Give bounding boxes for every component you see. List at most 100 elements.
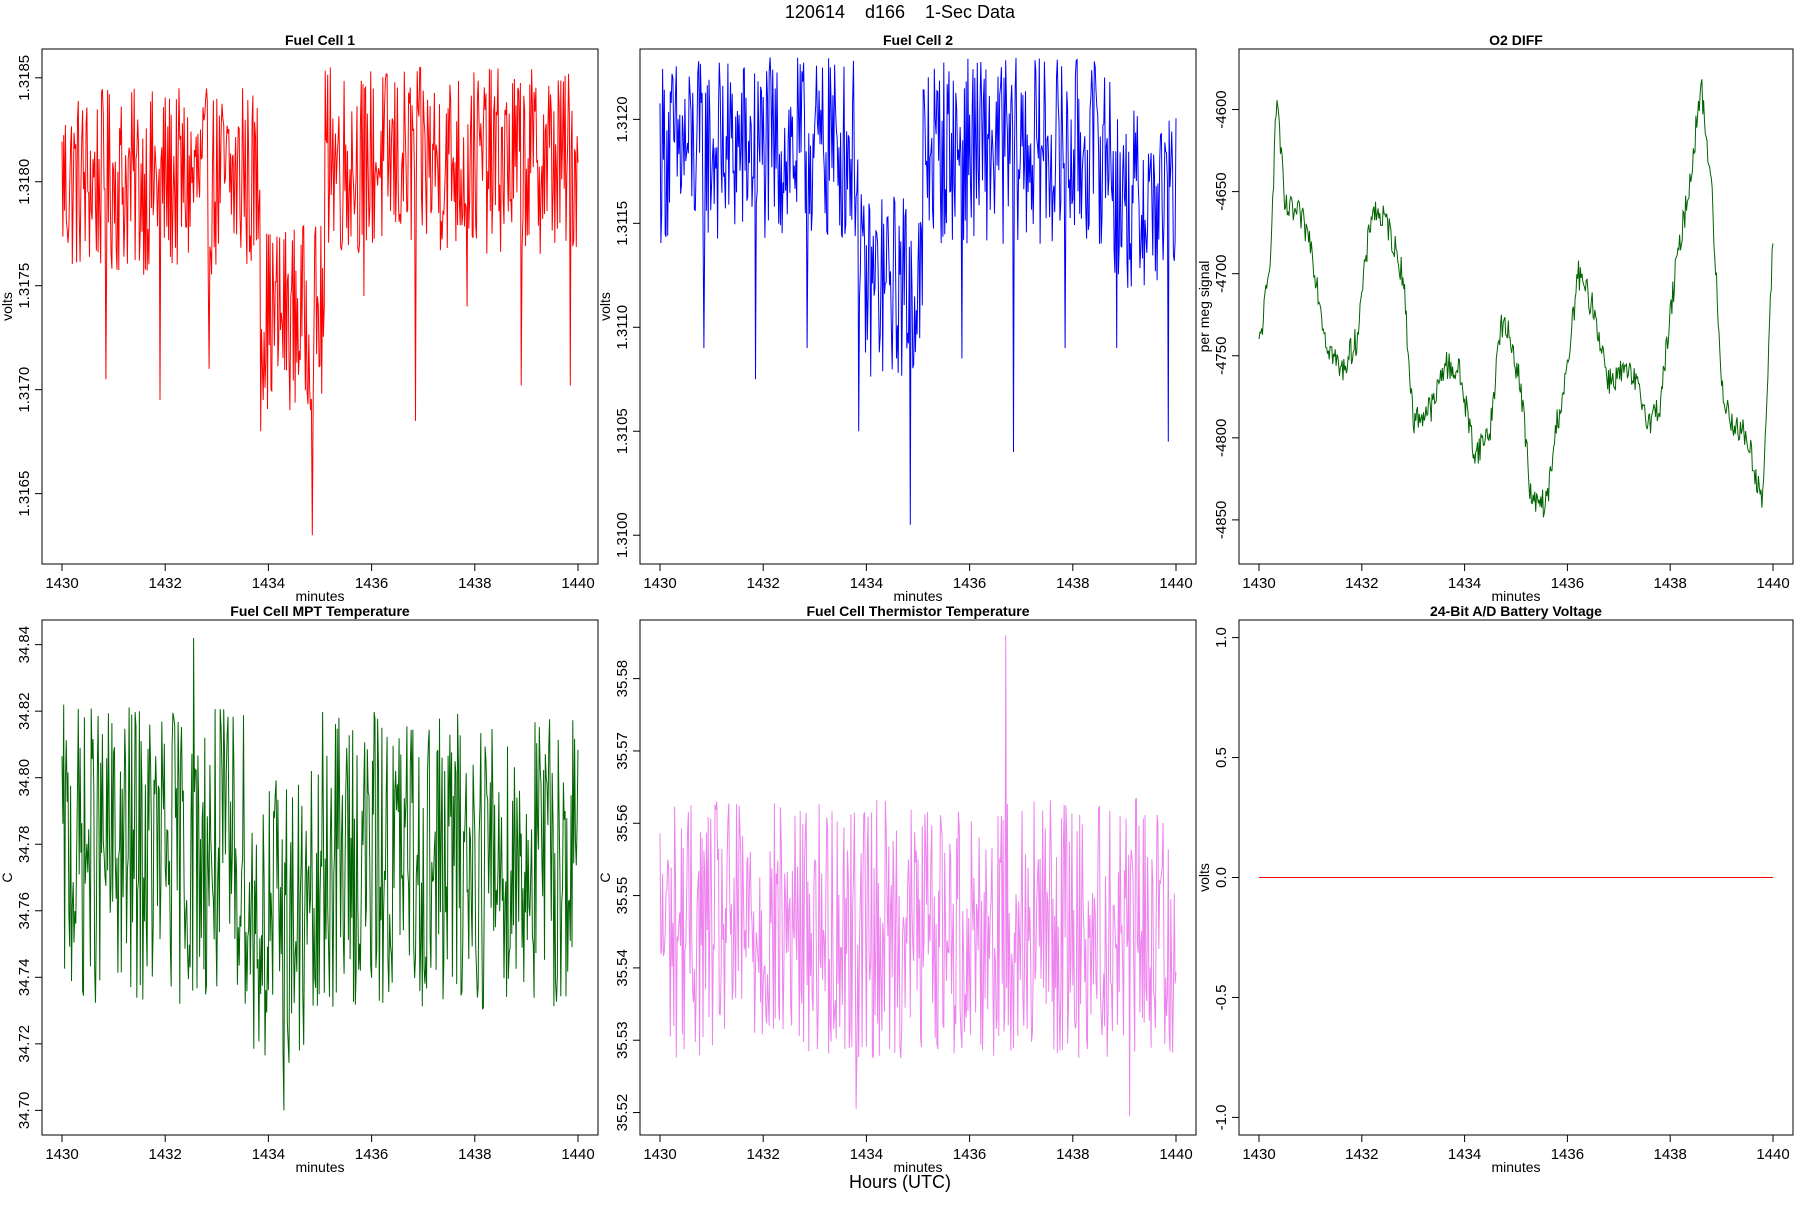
- y-tick-label: 1.3170: [16, 367, 33, 413]
- y-tick-label: 1.3165: [16, 471, 33, 517]
- y-tick-label: 35.52: [614, 1094, 631, 1132]
- x-axis-label: minutes: [893, 1159, 942, 1175]
- x-tick-label: 1438: [458, 575, 491, 592]
- panel-2: Fuel Cell 2 1430 1432 1434 1436 1438 1440 minut…: [597, 32, 1197, 604]
- y-tick-label: -4600: [1213, 90, 1230, 128]
- x-tick-label: 1436: [953, 1146, 986, 1163]
- x-tick-label: 1440: [561, 1146, 594, 1163]
- plot-frame: [41, 619, 599, 1136]
- y-tick-label: 34.70: [16, 1092, 33, 1130]
- panel-title: Fuel Cell MPT Temperature: [230, 603, 410, 619]
- x-tick-label: 1430: [1242, 1146, 1275, 1163]
- plot-frame: [639, 48, 1197, 565]
- y-tick-label: 34.74: [16, 959, 33, 997]
- x-tick-label: 1430: [643, 575, 676, 592]
- x-tick-label: 1438: [1056, 575, 1089, 592]
- y-axis-label: volts: [0, 292, 15, 321]
- x-tick-label: 1436: [355, 575, 388, 592]
- y-tick-label: 1.3120: [614, 96, 631, 142]
- x-tick-label: 1434: [1448, 1146, 1481, 1163]
- series-line: [61, 637, 579, 1111]
- panel-title: 24-Bit A/D Battery Voltage: [1430, 603, 1602, 619]
- series-line: [61, 66, 579, 536]
- y-axis-label: per meg signal: [1196, 261, 1212, 353]
- y-tick-label: 34.78: [16, 825, 33, 863]
- y-tick-label: 1.3100: [614, 512, 631, 558]
- panel-5: Fuel Cell Thermistor Temperature 1430 1432…: [597, 603, 1197, 1175]
- y-tick-label: 34.76: [16, 892, 33, 930]
- figure-title: 120614 d166 1-Sec Data: [785, 2, 1016, 22]
- x-tick-label: 1436: [1551, 575, 1584, 592]
- y-tick-label: -4850: [1213, 501, 1230, 539]
- panel-title: Fuel Cell 2: [883, 32, 953, 48]
- x-tick-label: 1432: [1345, 1146, 1378, 1163]
- y-tick-label: 1.3185: [16, 55, 33, 101]
- x-tick-label: 1436: [953, 575, 986, 592]
- x-tick-label: 1432: [149, 575, 182, 592]
- series-line: [1258, 79, 1774, 518]
- x-tick-label: 1436: [355, 1146, 388, 1163]
- y-tick-label: 1.3110: [614, 305, 631, 350]
- x-tick-label: 1430: [643, 1146, 676, 1163]
- x-tick-label: 1440: [1159, 1146, 1192, 1163]
- y-tick-label: -4800: [1213, 419, 1230, 457]
- x-axis-label: minutes: [1491, 588, 1540, 604]
- x-tick-label: 1438: [1654, 1146, 1687, 1163]
- series-line: [659, 635, 1177, 1117]
- panel-title: Fuel Cell 1: [285, 32, 355, 48]
- x-tick-label: 1434: [1448, 575, 1481, 592]
- outer-x-label: Hours (UTC): [849, 1172, 951, 1192]
- series-line: [659, 57, 1177, 525]
- plot-frame: [41, 48, 599, 565]
- x-tick-label: 1432: [747, 575, 780, 592]
- panel-3: O2 DIFF 1430 1432 1434 1436 1438 1440 minutes -4…: [1196, 32, 1794, 604]
- x-tick-label: 1434: [850, 575, 883, 592]
- x-tick-label: 1432: [149, 1146, 182, 1163]
- x-axis-label: minutes: [893, 588, 942, 604]
- y-tick-label: 1.3180: [16, 159, 33, 205]
- x-axis-label: minutes: [295, 1159, 344, 1175]
- y-tick-label: 0.5: [1213, 747, 1230, 768]
- y-tick-label: 34.82: [16, 692, 33, 730]
- x-tick-label: 1438: [458, 1146, 491, 1163]
- y-tick-label: 1.3105: [614, 408, 631, 454]
- y-axis-label: C: [0, 872, 15, 882]
- y-axis-label: volts: [597, 292, 613, 321]
- x-axis-label: minutes: [1491, 1159, 1540, 1175]
- y-tick-label: 1.3115: [614, 201, 631, 246]
- x-tick-label: 1432: [747, 1146, 780, 1163]
- y-tick-label: -4700: [1213, 254, 1230, 292]
- x-tick-label: 1440: [1756, 1146, 1789, 1163]
- x-tick-label: 1430: [1242, 575, 1275, 592]
- panel-title: O2 DIFF: [1489, 32, 1543, 48]
- panel-1: Fuel Cell 1 1430 1432 1434 1436 1438 1440 minut…: [0, 32, 599, 604]
- panel-4: Fuel Cell MPT Temperature 1430 1432 1434 143…: [0, 603, 599, 1175]
- x-tick-label: 1434: [252, 575, 285, 592]
- x-tick-label: 1436: [1551, 1146, 1584, 1163]
- plot-frame: [639, 619, 1197, 1136]
- y-tick-label: 1.0: [1213, 627, 1230, 648]
- y-tick-label: 35.57: [614, 732, 631, 770]
- y-tick-label: 35.54: [614, 949, 631, 987]
- y-tick-label: 35.58: [614, 660, 631, 698]
- y-tick-label: 35.56: [614, 804, 631, 842]
- x-tick-label: 1440: [1159, 575, 1192, 592]
- x-tick-label: 1438: [1056, 1146, 1089, 1163]
- panel-6: 24-Bit A/D Battery Voltage 1430 1432 1434 14…: [1196, 603, 1794, 1175]
- x-tick-label: 1430: [45, 1146, 78, 1163]
- y-tick-label: 35.55: [614, 877, 631, 915]
- y-tick-label: -0.5: [1213, 985, 1230, 1011]
- y-tick-label: 34.80: [16, 759, 33, 797]
- y-tick-label: -4650: [1213, 172, 1230, 210]
- x-tick-label: 1430: [45, 575, 78, 592]
- x-axis-label: minutes: [295, 588, 344, 604]
- x-tick-label: 1440: [561, 575, 594, 592]
- y-tick-label: 34.72: [16, 1025, 33, 1063]
- x-tick-label: 1434: [252, 1146, 285, 1163]
- y-tick-label: -4750: [1213, 337, 1230, 375]
- y-tick-label: -1.0: [1213, 1104, 1230, 1130]
- y-tick-label: 34.84: [16, 626, 33, 664]
- x-tick-label: 1438: [1654, 575, 1687, 592]
